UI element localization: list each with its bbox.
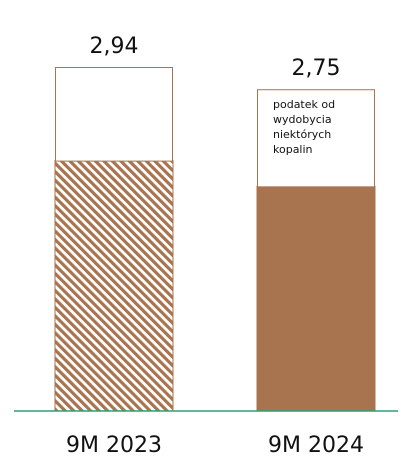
category-label-9m-2023: 9M 2023	[66, 433, 162, 458]
bar-9m-2024-tax-segment	[257, 89, 375, 188]
segment-label-line-4: kopalin	[273, 143, 313, 156]
total-label-9m-2023: 2,94	[90, 34, 139, 59]
bar-9m-2023-base-segment	[54, 160, 174, 412]
bar-9m-2023-tax-segment	[55, 67, 173, 162]
segment-label-line-1: podatek od	[273, 98, 335, 111]
bar-9m-2024-base-segment	[256, 185, 376, 412]
segment-label-line-2: wydobycia	[273, 113, 332, 126]
category-label-9m-2024: 9M 2024	[268, 433, 364, 458]
segment-label-line-3: niektórych	[273, 128, 331, 141]
total-label-9m-2024: 2,75	[292, 56, 341, 81]
